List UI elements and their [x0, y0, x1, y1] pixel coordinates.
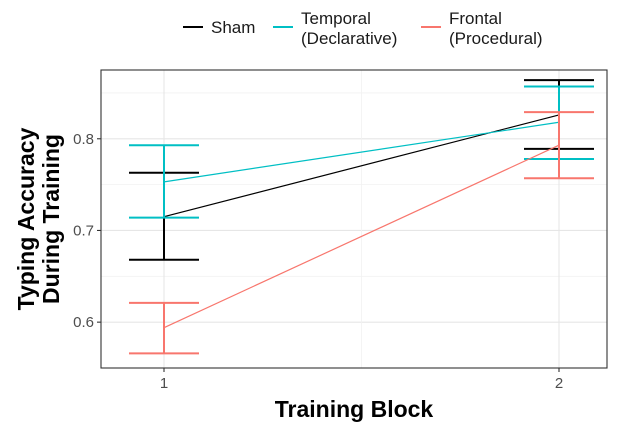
y-tick-label: 0.7	[73, 222, 94, 239]
plot-border	[100, 69, 608, 369]
y-axis-title-line-1: Typing Accuracy	[13, 127, 39, 310]
legend-label: Sham	[211, 18, 255, 37]
y-tick-label: 0.8	[73, 131, 94, 148]
x-tick-label: 1	[160, 375, 168, 392]
axes: 0.6 0.7 0.8 1 2	[73, 131, 563, 392]
legend-item-0: Sham	[183, 18, 255, 37]
x-tick-label: 2	[555, 375, 563, 392]
plot-panel	[101, 70, 607, 368]
x-axis-title: Training Block	[275, 396, 434, 422]
legend-item-1: Temporal(Declarative)	[273, 9, 397, 48]
series-line	[163, 121, 560, 183]
series-1	[129, 85, 594, 219]
legend: Sham Temporal(Declarative) Frontal(Procedu…	[183, 9, 543, 48]
legend-item-2: Frontal(Procedural)	[421, 9, 543, 48]
legend-label-line-1: Frontal	[449, 9, 502, 28]
grid-lines	[101, 70, 607, 369]
legend-label-line-1: Temporal	[301, 9, 371, 28]
series-2	[129, 111, 594, 355]
legend-label-line-2: (Procedural)	[449, 29, 543, 48]
series-line	[163, 144, 560, 329]
y-axis-title-line-2: During Training	[38, 134, 64, 304]
series-layer	[129, 79, 594, 355]
legend-label-line-2: (Declarative)	[301, 29, 397, 48]
y-tick-label: 0.6	[73, 314, 94, 331]
